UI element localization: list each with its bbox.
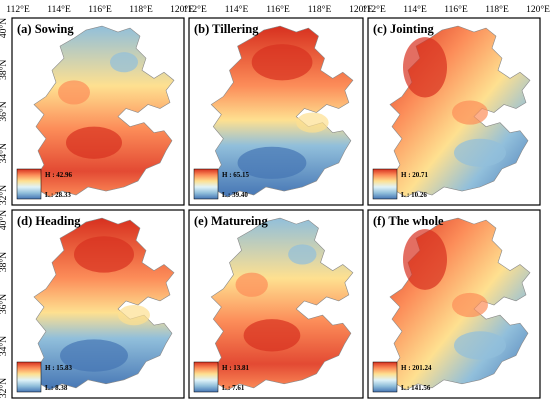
legend-low-label: L : 39.40	[222, 191, 248, 199]
panel-title: (d) Heading	[17, 214, 81, 228]
map-hotspot	[235, 272, 268, 297]
map-hotspot	[60, 339, 128, 372]
map-hotspot	[452, 292, 488, 318]
legend-low-label: L : 8.38	[45, 384, 68, 392]
legend-low-label: L : 7.61	[222, 384, 245, 392]
latitude-tick-label: 34°N	[0, 143, 9, 163]
map-hotspot	[403, 37, 447, 98]
longitude-tick-label: 112°E	[6, 4, 30, 15]
legend-colorbar	[372, 168, 398, 200]
legend-colorbar	[193, 168, 219, 200]
map-hotspot	[118, 304, 150, 326]
longitude-tick-label: 120°E	[526, 4, 550, 15]
longitude-tick-label: 114°E	[47, 4, 71, 15]
panel-title: (e) Matureing	[194, 214, 268, 228]
longitude-tick-label: 118°E	[485, 4, 509, 15]
map-hotspot	[66, 126, 122, 159]
longitude-tick-label: 116°E	[266, 4, 290, 15]
longitude-tick-label: 114°E	[403, 4, 427, 15]
map-hotspot	[243, 319, 301, 352]
region-map	[389, 217, 531, 391]
legend-high-label: H : 42.96	[45, 171, 73, 179]
latitude-tick-label: 40°N	[0, 18, 9, 38]
panel-title: (c) Jointing	[373, 22, 435, 36]
legend-colorbar	[193, 361, 219, 393]
map-hotspot	[251, 44, 313, 81]
longitude-tick-label: 114°E	[225, 4, 249, 15]
longitude-tick-label: 118°E	[129, 4, 153, 15]
map-panel-d: (d) Heading H : 15.83 L : 8.38	[11, 209, 185, 399]
map-hotspot	[288, 244, 317, 265]
longitude-tick-label: 120°E	[170, 4, 194, 15]
latitude-tick-label: 32°N	[0, 378, 9, 398]
legend-colorbar	[16, 168, 42, 200]
map-hotspot	[237, 146, 307, 179]
longitude-tick-label: 112°E	[362, 4, 386, 15]
latitude-tick-label: 38°N	[0, 60, 9, 80]
panel-title: (f) The whole	[373, 214, 444, 228]
map-panel-c: (c) Jointing H : 20.71 L : 10.26	[367, 17, 541, 206]
latitude-tick-label: 34°N	[0, 336, 9, 356]
longitude-tick-label: 120°E	[349, 4, 373, 15]
longitude-tick-label: 112°E	[183, 4, 207, 15]
map-panel-e: (e) Matureing H : 13.81 L : 7.61	[188, 209, 364, 399]
legend-high-label: H : 20.71	[401, 171, 429, 179]
legend-low-label: L : 10.26	[401, 191, 427, 199]
legend-high-label: H : 201.24	[401, 364, 432, 372]
longitude-tick-label: 116°E	[444, 4, 468, 15]
legend-high-label: H : 13.81	[222, 364, 250, 372]
latitude-tick-label: 38°N	[0, 252, 9, 272]
map-panel-a: (a) Sowing H : 42.96 L : 28.33	[11, 17, 185, 206]
map-hotspot	[74, 236, 134, 273]
panel-title: (a) Sowing	[17, 22, 74, 36]
region-map	[33, 217, 175, 391]
legend-low-label: L : 141.56	[401, 384, 431, 392]
latitude-tick-label: 40°N	[0, 210, 9, 230]
map-panel-b: (b) Tillering H : 65.15 L : 39.40	[188, 17, 364, 206]
longitude-tick-label: 118°E	[308, 4, 332, 15]
map-hotspot	[454, 331, 506, 360]
legend-colorbar	[372, 361, 398, 393]
region-map	[210, 25, 354, 198]
map-hotspot	[454, 138, 506, 167]
map-hotspot	[403, 229, 447, 290]
legend-colorbar	[16, 361, 42, 393]
region-map	[210, 217, 354, 391]
legend-low-label: L : 28.33	[45, 191, 71, 199]
map-hotspot	[296, 112, 329, 133]
latitude-tick-label: 36°N	[0, 101, 9, 121]
region-map	[389, 25, 531, 198]
map-hotspot	[110, 52, 138, 73]
latitude-tick-label: 32°N	[0, 185, 9, 205]
legend-high-label: H : 15.83	[45, 364, 73, 372]
panel-title: (b) Tillering	[194, 22, 259, 36]
map-hotspot	[452, 100, 488, 125]
map-hotspot	[58, 80, 90, 105]
longitude-tick-label: 116°E	[88, 4, 112, 15]
legend-high-label: H : 65.15	[222, 171, 250, 179]
region-map	[33, 25, 175, 198]
latitude-tick-label: 36°N	[0, 294, 9, 314]
map-panel-f: (f) The whole H : 201.24 L : 141.56	[367, 209, 541, 399]
